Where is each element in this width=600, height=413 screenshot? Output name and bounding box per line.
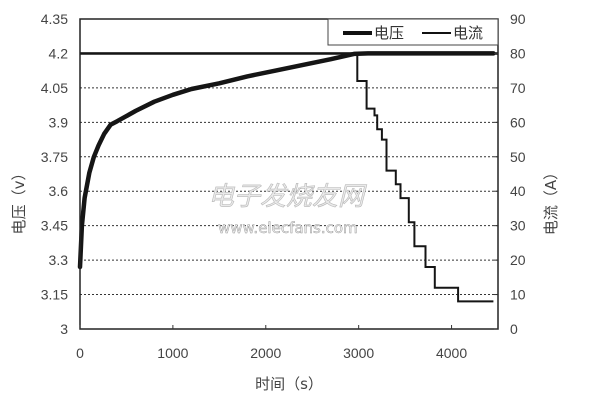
y-tick-label: 3.45 xyxy=(41,218,68,234)
y-axis-left: 3 3.15 3.3 3.45 3.6 3.75 3.9 4.05 4.2 4.35 xyxy=(41,11,68,337)
y-tick-label: 3 xyxy=(60,321,68,337)
x-tick-label: 0 xyxy=(76,345,84,361)
x-axis-title: 时间（s） xyxy=(255,375,323,393)
y-tick-label: 4.2 xyxy=(49,45,69,61)
y2-tick-label: 90 xyxy=(510,11,526,27)
y2-tick-label: 30 xyxy=(510,218,526,234)
y-axis-right-title: 电流（A） xyxy=(542,165,560,235)
legend-voltage-label: 电压 xyxy=(374,24,404,42)
legend: 电压 电流 xyxy=(327,18,499,46)
y-axis-right: 0 10 20 30 40 50 60 70 80 90 xyxy=(494,11,526,337)
y-tick-label: 3.3 xyxy=(49,252,69,268)
y2-tick-label: 20 xyxy=(510,252,526,268)
y2-tick-label: 10 xyxy=(510,287,526,303)
y-tick-label: 4.05 xyxy=(41,80,68,96)
y2-tick-label: 0 xyxy=(510,321,518,337)
watermark-url: www.elecfans.com xyxy=(218,219,358,237)
x-tick-label: 3000 xyxy=(343,345,374,361)
y-tick-label: 3.15 xyxy=(41,287,68,303)
x-tick-label: 2000 xyxy=(250,345,281,361)
y2-tick-label: 40 xyxy=(510,183,526,199)
y2-tick-label: 60 xyxy=(510,114,526,130)
x-axis: 0 1000 2000 3000 4000 xyxy=(76,325,467,361)
legend-current-label: 电流 xyxy=(453,24,483,42)
x-tick-label: 4000 xyxy=(436,345,467,361)
y2-tick-label: 80 xyxy=(510,45,526,61)
y-tick-label: 3.75 xyxy=(41,149,68,165)
y2-tick-label: 70 xyxy=(510,80,526,96)
y-axis-left-title: 电压（v） xyxy=(10,166,28,235)
y-tick-label: 3.6 xyxy=(49,183,69,199)
plot-frame xyxy=(79,18,499,330)
series xyxy=(77,51,498,303)
x-tick-label: 1000 xyxy=(157,345,188,361)
gridlines xyxy=(80,52,498,296)
y-tick-label: 3.9 xyxy=(49,114,69,130)
watermark-text: 电子发烧友网 xyxy=(208,182,367,212)
watermark: 电子发烧友网 www.elecfans.com xyxy=(208,182,368,238)
y-tick-label: 4.35 xyxy=(41,11,68,27)
y2-tick-label: 50 xyxy=(510,149,526,165)
current-line xyxy=(80,52,494,303)
